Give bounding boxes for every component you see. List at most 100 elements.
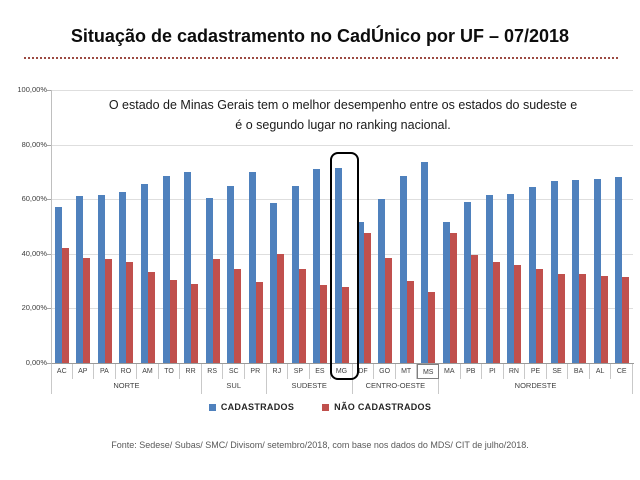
bar-cadastrados-MT [399,175,407,363]
bar-nao-cadastrados-SC [234,268,242,363]
legend-label: NÃO CADASTRADOS [334,402,432,412]
y-axis-label: 0,00% [25,358,47,367]
bar-nao-cadastrados-RN [514,264,522,363]
bar-cadastrados-PB [464,201,472,363]
bar-nao-cadastrados-MT [406,281,414,363]
bar-nao-cadastrados-MA [449,233,457,363]
x-axis-region-label-nordeste: NORDESTE [439,379,633,394]
gridline-40 [52,253,633,255]
annotation-line-1: O estado de Minas Gerais tem o melhor de… [108,98,578,112]
bar-nao-cadastrados-BA [579,274,587,363]
x-axis-state-label-AM: AM [137,364,159,379]
bar-cadastrados-RO [119,192,127,363]
bar-cadastrados-SP [291,185,299,363]
bar-cadastrados-BA [572,180,580,363]
bar-nao-cadastrados-RJ [277,253,285,363]
annotation-line-2: é o segundo lugar no ranking nacional. [235,118,451,132]
bar-nao-cadastrados-RR [191,283,199,363]
x-axis-region-label-centro-oeste: CENTRO-OESTE [353,379,439,394]
bar-cadastrados-AC [54,207,62,363]
bar-cadastrados-PI [485,195,493,363]
gridline-60 [52,199,633,201]
bar-cadastrados-RR [184,171,192,363]
bar-nao-cadastrados-AC [61,248,69,363]
bar-nao-cadastrados-SP [298,268,306,363]
bar-nao-cadastrados-SE [557,274,565,363]
bar-nao-cadastrados-CE [622,277,630,363]
mg-highlight-box [329,152,359,380]
x-axis-state-label-SP: SP [288,364,310,379]
x-axis-state-label-AL: AL [590,364,612,379]
bar-cadastrados-CE [615,177,623,363]
bar-cadastrados-ES [313,169,321,363]
x-axis-state-label-SE: SE [547,364,569,379]
x-axis-state-label-RO: RO [116,364,138,379]
y-axis-label: 40,00% [21,248,47,258]
bar-nao-cadastrados-PE [536,268,543,363]
bar-nao-cadastrados-PR [255,282,263,363]
x-axis-state-label-PI: PI [482,364,504,379]
x-axis-region-label-sudeste: SUDESTE [267,379,353,394]
bar-nao-cadastrados-PI [492,261,500,363]
legend-item: CADASTRADOS [208,402,295,412]
x-axis-region-label-sul: SUL [202,379,267,394]
x-axis-state-label-GO: GO [374,364,396,379]
x-axis-state-label-SC: SC [223,364,245,379]
x-axis-state-label-RR: RR [180,364,202,379]
legend-swatch-icon [208,403,216,411]
bar-nao-cadastrados-TO [169,279,177,363]
plot-area [51,90,634,364]
y-axis-tick [47,308,51,310]
chart-legend: CADASTRADOS NÃO CADASTRADOS [0,402,640,412]
bar-nao-cadastrados-RO [126,261,134,363]
source-text: Fonte: Sedese/ Subas/ SMC/ Divisom/ sete… [111,440,529,450]
bar-cadastrados-MA [442,222,450,363]
x-axis-state-label-AC: AC [51,364,73,379]
bar-cadastrados-RN [507,193,515,363]
gridline-80 [52,144,633,146]
x-axis-state-label-MS: MS [417,364,439,379]
bar-cadastrados-AL [593,178,601,363]
y-axis-tick [47,144,51,146]
bar-nao-cadastrados-DF [363,233,371,363]
gridline-100 [52,90,633,91]
bar-nao-cadastrados-MG [342,286,349,363]
bar-cadastrados-RJ [270,203,278,363]
x-axis-state-label-MA: MA [439,364,461,379]
x-axis-state-label-RN: RN [504,364,526,379]
bar-cadastrados-SC [227,185,235,363]
x-axis-state-label-CE: CE [611,364,633,379]
bar-cadastrados-DF [356,222,364,363]
bar-nao-cadastrados-GO [385,257,393,363]
bar-nao-cadastrados-PB [471,255,479,363]
bar-nao-cadastrados-RS [212,259,220,363]
legend-label: CADASTRADOS [220,402,295,412]
bar-nao-cadastrados-PA [104,259,112,363]
bar-cadastrados-TO [162,175,170,363]
legend-swatch-icon [322,403,330,411]
bar-cadastrados-AP [76,196,84,363]
title-divider [24,57,618,59]
bar-nao-cadastrados-AL [600,275,608,363]
bar-cadastrados-MS [421,162,429,363]
bar-cadastrados-SE [550,181,558,363]
bar-nao-cadastrados-AP [83,257,91,363]
x-axis-state-label-RJ: RJ [267,364,289,379]
annotation-text: O estado de Minas Gerais tem o melhor de… [57,92,629,137]
x-axis-state-label-MT: MT [396,364,418,379]
x-axis-state-label-RS: RS [202,364,224,379]
bar-cadastrados-GO [378,199,386,363]
x-axis-state-label-AP: AP [73,364,95,379]
legend-item: NÃO CADASTRADOS [322,402,431,412]
x-axis-state-label-PA: PA [94,364,116,379]
slide-title: Situação de cadastramento no CadÚnico po… [70,26,570,46]
bar-cadastrados-RS [205,197,213,363]
y-axis-tick [47,363,51,364]
y-axis-label: 80,00% [21,139,47,149]
x-axis-state-label-DF: DF [353,364,375,379]
bar-cadastrados-PE [529,186,536,363]
x-axis-state-label-BA: BA [568,364,590,379]
y-axis-label: 20,00% [21,303,47,313]
